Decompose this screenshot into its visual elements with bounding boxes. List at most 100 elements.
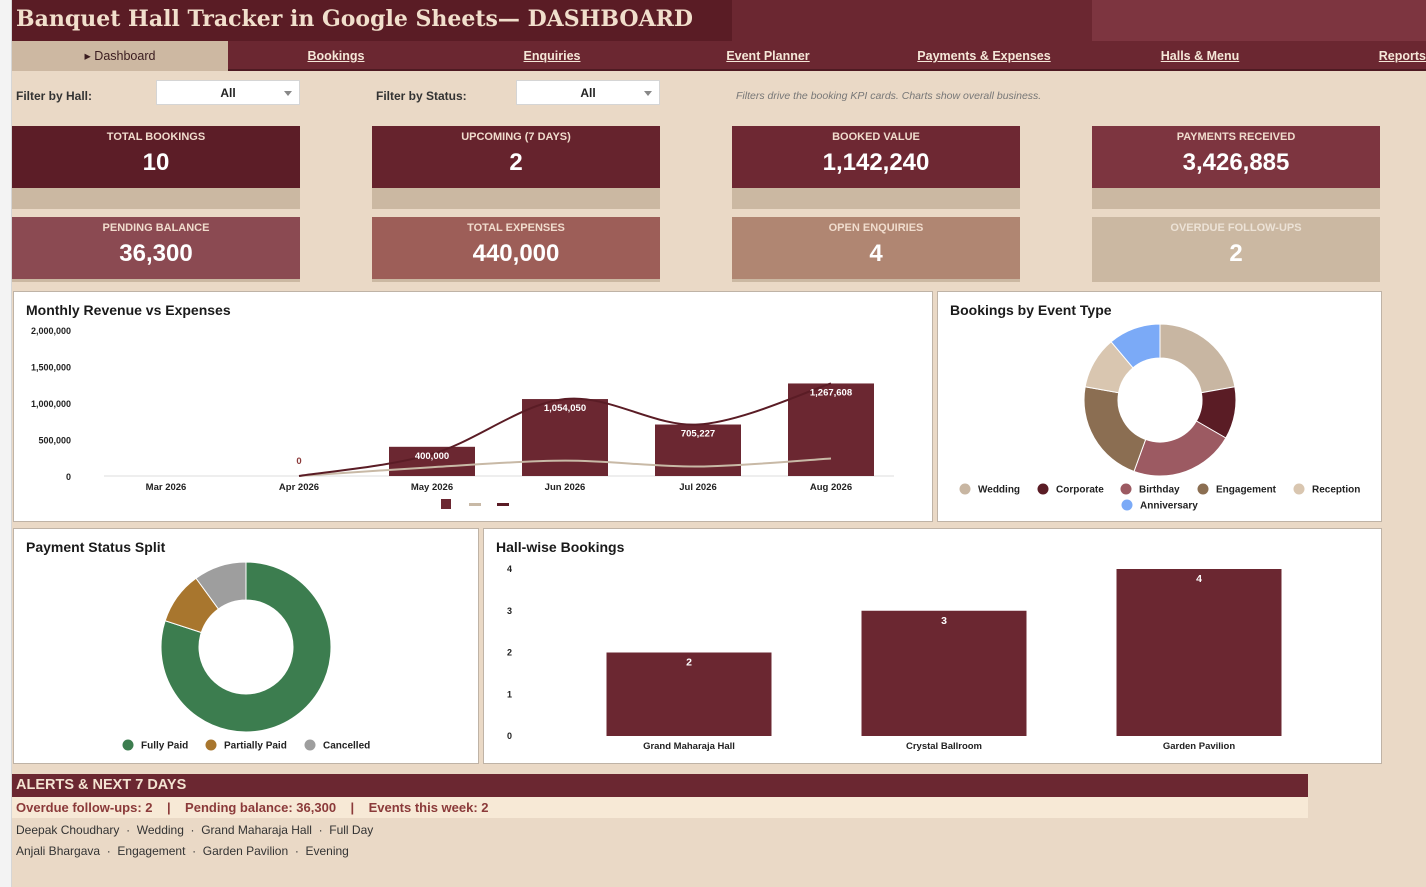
filter-row: Filter by Hall: All Filter by Status: Al… (0, 80, 1426, 110)
row-header-gutter (0, 0, 12, 887)
hall-bar (1116, 569, 1282, 736)
legend-label: Engagement (1216, 485, 1277, 496)
status-filter-value: All (580, 86, 596, 100)
kpi-value: 10 (142, 149, 170, 176)
legend-swatch (1121, 499, 1133, 511)
y-tick-label: 1 (507, 689, 512, 699)
chart-title: Hall-wise Bookings (496, 539, 625, 555)
legend-label: Corporate (1056, 485, 1104, 496)
legend-swatch (304, 739, 316, 751)
x-tick-label: May 2026 (411, 482, 453, 493)
data-label: 705,227 (681, 429, 715, 440)
kpi-footer (732, 279, 1020, 282)
chart-title: Monthly Revenue vs Expenses (26, 302, 231, 318)
y-tick-label: 500,000 (38, 436, 71, 446)
donut-slice (195, 561, 247, 610)
event-type-donut-chart: Wedding Corporate Birthday Engagement Recept… (959, 323, 1360, 512)
kpi-upcoming: UPCOMING (7 DAYS) 2 (372, 126, 660, 188)
filter-note: Filters drive the booking KPI cards. Cha… (736, 90, 1042, 102)
kpi-label: OVERDUE FOLLOW-UPS (1170, 222, 1302, 234)
chevron-down-icon (284, 91, 292, 96)
x-tick-label: Apr 2026 (279, 482, 319, 493)
kpi-label: OPEN ENQUIRIES (828, 222, 924, 234)
kpi-label: PAYMENTS RECEIVED (1176, 131, 1296, 143)
y-tick-label: 2,000,000 (31, 326, 71, 336)
revenue-expenses-chart-panel: Monthly Revenue vs Expenses 2,000,000 1,5… (13, 291, 933, 522)
hall-filter-label: Filter by Hall: (16, 89, 93, 103)
alert-item: Anjali Bhargava · Engagement · Garden Pa… (16, 844, 349, 858)
status-filter-label: Filter by Status: (376, 89, 467, 103)
kpi-payments-received: PAYMENTS RECEIVED 3,426,885 (1092, 126, 1380, 188)
y-tick-label: 1,000,000 (31, 399, 71, 409)
kpi-value: 36,300 (119, 240, 193, 267)
payment-status-chart-panel: Payment Status Split Fully Paid Partially… (13, 528, 479, 764)
hall-bookings-chart-panel: Hall-wise Bookings 4 3 2 1 0 2 Grand Maharaja … (483, 528, 1382, 764)
tab-enquiries[interactable]: Enquiries (523, 49, 581, 63)
kpi-value: 1,142,240 (822, 149, 930, 176)
legend-swatch (441, 499, 451, 509)
x-tick-label: Mar 2026 (146, 482, 187, 493)
tab-payments-expenses[interactable]: Payments & Expenses (917, 49, 1051, 63)
legend-swatch (205, 739, 217, 751)
tab-dashboard[interactable]: ▸ Dashboard (12, 41, 228, 71)
kpi-value: 4 (869, 240, 883, 267)
tab-bookings[interactable]: Bookings (307, 49, 365, 63)
alert-item: Deepak Choudhary · Wedding · Grand Mahar… (16, 823, 374, 837)
data-label: 1,267,608 (810, 387, 852, 398)
kpi-label: TOTAL EXPENSES (467, 222, 565, 234)
donut-slice (1159, 323, 1236, 394)
legend-label: Reception (1312, 485, 1360, 496)
chevron-down-icon (644, 91, 652, 96)
legend-swatch (497, 503, 509, 506)
x-tick-label: Crystal Ballroom (906, 741, 982, 752)
kpi-value: 3,426,885 (1182, 149, 1290, 176)
y-tick-label: 3 (507, 606, 512, 616)
hall-bar (861, 610, 1027, 736)
kpi-value: 2 (1229, 240, 1243, 267)
kpi-footer (12, 279, 300, 282)
data-label: 4 (1196, 573, 1202, 585)
legend-label: Cancelled (323, 741, 370, 752)
y-tick-label: 0 (507, 731, 512, 741)
chart-title: Bookings by Event Type (950, 302, 1112, 318)
data-label: 400,000 (415, 451, 449, 462)
x-tick-label: Jul 2026 (679, 482, 717, 493)
legend-label: Birthday (1139, 485, 1180, 496)
x-tick-label: Grand Maharaja Hall (643, 741, 735, 752)
revenue-expenses-chart: 2,000,000 1,500,000 1,000,000 500,000 0 Mar 2… (31, 326, 894, 509)
kpi-label: BOOKED VALUE (832, 131, 920, 143)
revenue-bar (522, 399, 608, 476)
data-label: 3 (941, 615, 947, 627)
donut-slice (1083, 386, 1147, 473)
donut-slice (1110, 323, 1161, 369)
kpi-open-enquiries: OPEN ENQUIRIES 4 (732, 217, 1020, 279)
legend-swatch (1293, 483, 1305, 495)
tab-reports[interactable]: Reports (1378, 49, 1426, 63)
legend-swatch (1197, 483, 1209, 495)
expenses-line (298, 457, 832, 477)
chart-title: Payment Status Split (26, 539, 166, 555)
kpi-footer (372, 188, 660, 209)
status-filter-select[interactable]: All (516, 80, 660, 105)
legend-swatch (122, 739, 134, 751)
tab-event-planner[interactable]: Event Planner (726, 49, 810, 63)
kpi-overdue-followups: OVERDUE FOLLOW-UPS 2 (1092, 217, 1380, 279)
legend-label: Wedding (978, 485, 1020, 496)
kpi-total-bookings: TOTAL BOOKINGS 10 (12, 126, 300, 188)
kpi-pending-balance: PENDING BALANCE 36,300 (12, 217, 300, 279)
hall-filter-select[interactable]: All (156, 80, 300, 105)
kpi-booked-value: BOOKED VALUE 1,142,240 (732, 126, 1020, 188)
x-tick-label: Garden Pavilion (1163, 741, 1236, 752)
kpi-footer (12, 188, 300, 209)
event-type-chart-panel: Bookings by Event Type Wedding Corporate B… (937, 291, 1382, 522)
kpi-label: UPCOMING (7 DAYS) (461, 131, 571, 143)
revenue-trend-line (298, 382, 832, 477)
legend-label: Fully Paid (141, 741, 188, 752)
tab-halls-menu[interactable]: Halls & Menu (1160, 49, 1240, 63)
legend-swatch (469, 503, 481, 506)
legend-swatch (1037, 483, 1049, 495)
hall-bookings-bar-chart: 4 3 2 1 0 2 Grand Maharaja Hall 3 Crystal Ballro… (507, 564, 1282, 752)
legend-swatch (1120, 483, 1132, 495)
x-tick-label: Jun 2026 (545, 482, 586, 493)
y-tick-label: 1,500,000 (31, 363, 71, 373)
